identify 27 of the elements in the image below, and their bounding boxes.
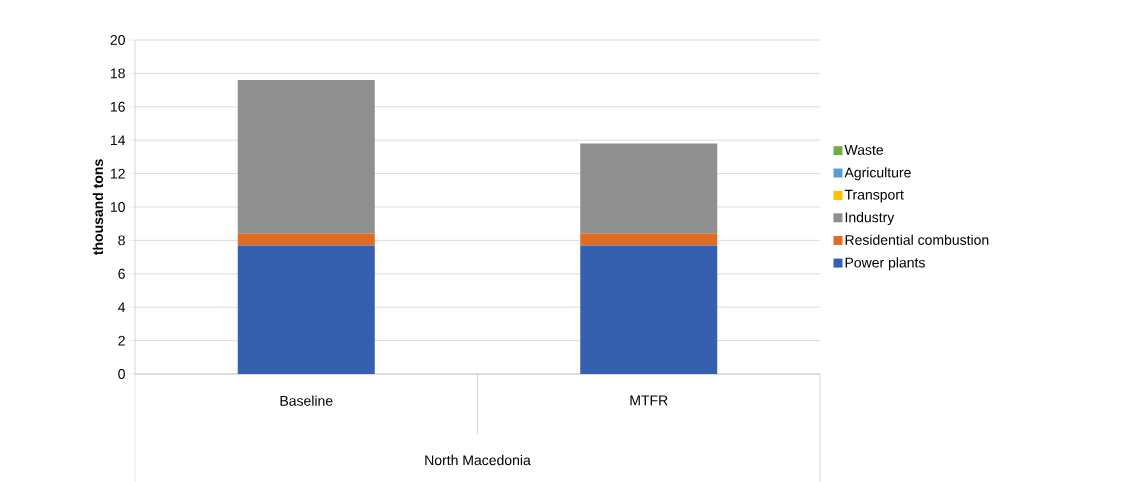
y-tick-label: 8 bbox=[118, 235, 125, 246]
y-axis-title: thousand tons bbox=[92, 159, 104, 256]
bar bbox=[580, 233, 718, 246]
y-tick-label: 14 bbox=[110, 135, 126, 146]
y-tick-label: 10 bbox=[110, 202, 125, 212]
legend-label: Agriculture bbox=[844, 167, 911, 181]
bar bbox=[237, 245, 375, 374]
y-tick-label: 18 bbox=[110, 68, 125, 79]
x-tick-label: MTFR bbox=[630, 395, 668, 406]
legend-label: Industry bbox=[845, 211, 895, 226]
bar bbox=[237, 233, 375, 246]
y-tick-label: 16 bbox=[110, 101, 125, 112]
bar bbox=[580, 245, 718, 374]
x-axis-title: North Macedonia bbox=[425, 454, 531, 466]
legend-label: Residential combustion bbox=[845, 234, 989, 245]
y-tick-label: 12 bbox=[110, 168, 125, 179]
y-tick-label: 20 bbox=[110, 35, 125, 45]
y-tick-label: 0 bbox=[118, 369, 125, 379]
legend-label: Transport bbox=[844, 189, 904, 203]
legend-label: Waste bbox=[844, 145, 884, 155]
bar bbox=[580, 143, 718, 234]
y-tick-label: 4 bbox=[118, 302, 126, 313]
y-tick-label: 2 bbox=[118, 335, 125, 346]
x-tick-label: Baseline bbox=[280, 395, 333, 406]
legend-label: Power plants bbox=[845, 257, 925, 271]
y-tick-label: 6 bbox=[118, 268, 125, 279]
bar bbox=[237, 80, 375, 234]
